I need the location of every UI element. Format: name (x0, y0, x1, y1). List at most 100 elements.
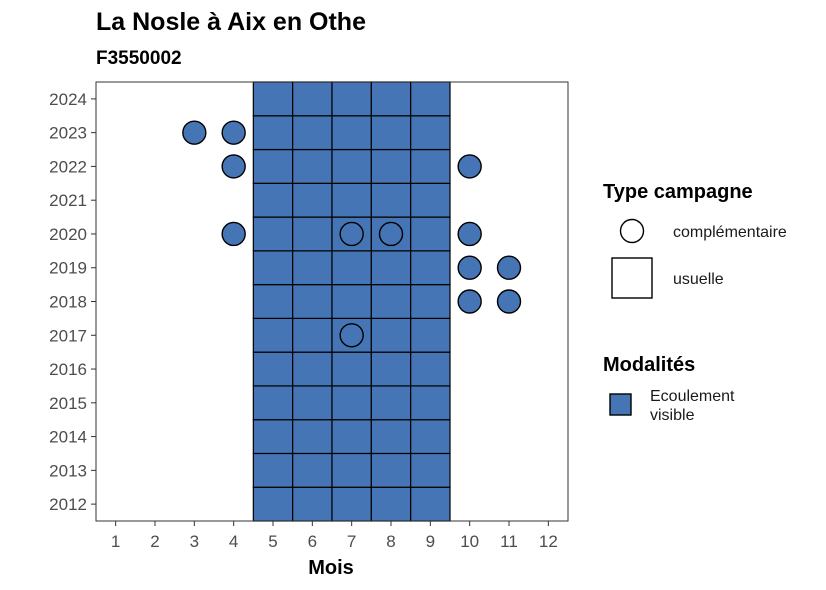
x-tick-label: 11 (500, 532, 518, 551)
data-square (292, 351, 333, 387)
data-square (292, 419, 333, 455)
x-tick-label: 2 (150, 532, 159, 551)
data-square (252, 115, 294, 151)
data-square (292, 385, 333, 421)
data-square (252, 182, 294, 218)
y-tick-label: 2015 (49, 394, 87, 413)
data-square (331, 250, 372, 286)
x-tick-label: 12 (539, 532, 558, 551)
data-square (292, 182, 333, 218)
y-tick-label: 2017 (49, 326, 87, 345)
data-square (331, 419, 372, 455)
y-tick-label: 2020 (49, 225, 87, 244)
data-square (252, 486, 294, 522)
data-square (331, 385, 372, 421)
y-tick-label: 2021 (49, 191, 87, 210)
y-tick-label: 2012 (49, 495, 87, 514)
data-square (292, 115, 333, 151)
data-square (410, 182, 451, 218)
data-circle (457, 255, 482, 280)
x-tick-label: 7 (347, 532, 356, 551)
data-square (410, 385, 451, 421)
data-square (252, 385, 294, 421)
data-square (370, 385, 412, 421)
data-circle (496, 289, 522, 314)
chart-title: La Nosle à Aix en Othe (96, 8, 366, 36)
data-square (292, 284, 333, 319)
data-square (370, 182, 412, 218)
data-square (292, 216, 333, 252)
legend-title-modalites: Modalités (603, 354, 695, 376)
data-square (410, 250, 451, 286)
legend-title-type-campagne: Type campagne (603, 181, 753, 203)
data-square (331, 284, 372, 319)
data-square (370, 284, 412, 319)
x-tick-label: 5 (268, 532, 277, 551)
y-tick-label: 2018 (49, 293, 87, 312)
legend-label-ecoulement-visible: Ecoulement visible (650, 388, 735, 424)
y-tick-label: 2024 (49, 90, 87, 109)
data-square (370, 351, 412, 387)
data-square (370, 486, 412, 522)
legend-label-complementaire: complémentaire (673, 224, 787, 241)
data-circle (457, 154, 482, 179)
data-circle (496, 255, 522, 280)
x-tick-label: 1 (111, 532, 120, 551)
data-circle (457, 221, 482, 247)
y-tick-label: 2023 (49, 124, 87, 143)
data-square (410, 486, 451, 522)
data-square (252, 216, 294, 252)
x-tick-label: 6 (308, 532, 317, 551)
data-square (331, 115, 372, 151)
data-square (410, 216, 451, 252)
data-square (410, 317, 451, 353)
legend: Type campagne complémentaire usuelle Modali… (603, 181, 787, 424)
data-square (370, 148, 412, 184)
data-square (292, 148, 333, 184)
data-square (292, 250, 333, 286)
data-square (252, 452, 294, 488)
data-square (252, 419, 294, 455)
data-circle (378, 221, 404, 247)
data-square (370, 250, 412, 286)
data-square (331, 81, 372, 117)
data-square (410, 148, 451, 184)
data-square (292, 486, 333, 522)
y-tick-label: 2013 (49, 461, 87, 480)
data-circle (221, 120, 246, 145)
x-axis-title: Mois (308, 557, 354, 579)
legend-key-square (611, 257, 653, 299)
x-tick-label: 10 (460, 532, 479, 551)
plot-area: 1 2 3 4 5 6 7 8 9 10 11 122012201320142015201620172… (49, 81, 569, 551)
legend-key-circle (619, 218, 645, 244)
data-square (252, 317, 294, 353)
y-tick-label: 2016 (49, 360, 87, 379)
data-square (410, 284, 451, 319)
data-square (410, 452, 451, 488)
data-square (370, 81, 412, 117)
data-square (410, 115, 451, 151)
data-square (370, 452, 412, 488)
data-square (331, 182, 372, 218)
data-square (370, 419, 412, 455)
x-tick-label: 4 (229, 532, 238, 551)
data-circle (221, 221, 246, 247)
data-square (331, 486, 372, 522)
data-circle (339, 221, 364, 247)
data-square (292, 317, 333, 353)
legend-key-fill (609, 393, 632, 416)
data-circle (182, 120, 207, 145)
y-tick-label: 2022 (49, 157, 87, 176)
data-square (370, 317, 412, 353)
data-square (252, 351, 294, 387)
data-circle (339, 323, 364, 348)
legend-label-usuelle: usuelle (673, 271, 724, 288)
x-tick-label: 8 (386, 532, 395, 551)
data-square (252, 284, 294, 319)
data-square (292, 81, 333, 117)
x-tick-label: 3 (190, 532, 199, 551)
data-square (331, 452, 372, 488)
data-square (410, 81, 451, 117)
data-square (331, 148, 372, 184)
